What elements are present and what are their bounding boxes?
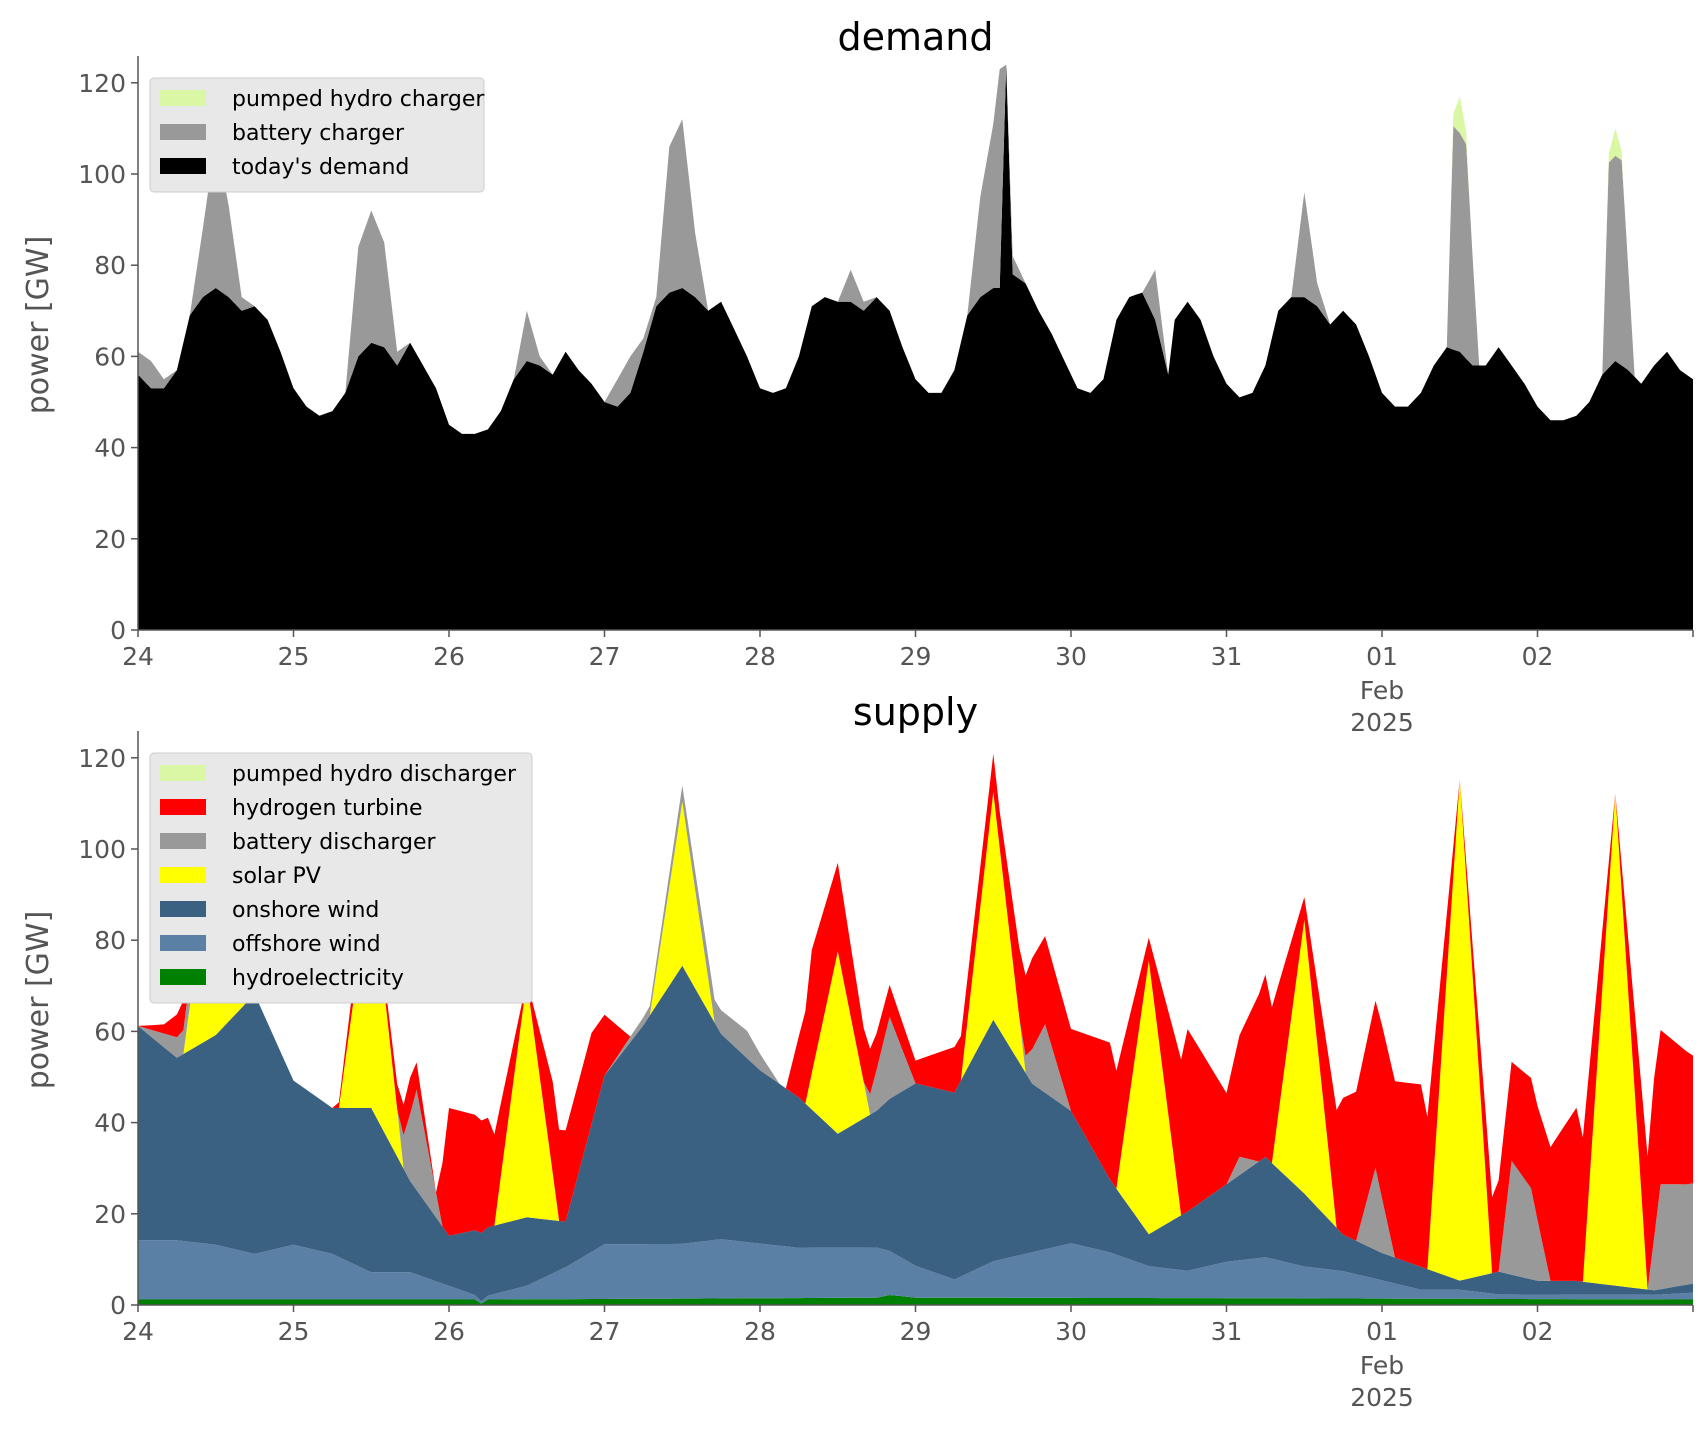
x-tick-label: 31 xyxy=(1211,1317,1243,1346)
x-tick-sublabel: 2025 xyxy=(1350,1383,1414,1412)
legend-label: pumped hydro discharger xyxy=(232,762,517,787)
legend-label: today's demand xyxy=(232,155,409,180)
series-area-offshore-wind xyxy=(138,1239,1693,1304)
y-tick-label: 40 xyxy=(94,1109,126,1138)
y-tick-label: 80 xyxy=(94,926,126,955)
legend-swatch xyxy=(160,90,206,106)
series-area-today-s-demand xyxy=(138,64,1693,631)
legend-swatch xyxy=(160,765,206,781)
legend-label: pumped hydro charger xyxy=(232,87,485,112)
legend-swatch xyxy=(160,799,206,815)
x-tick-label: 31 xyxy=(1211,642,1243,671)
y-tick-label: 120 xyxy=(78,69,126,98)
x-tick-label: 26 xyxy=(433,1317,465,1346)
x-tick-label: 27 xyxy=(589,1317,621,1346)
legend-label: hydroelectricity xyxy=(232,966,404,991)
y-tick-label: 0 xyxy=(110,616,126,645)
x-tick-label: 01 xyxy=(1366,1317,1398,1346)
chart-title: supply xyxy=(853,690,978,734)
legend-label: battery charger xyxy=(232,121,405,146)
legend-label: offshore wind xyxy=(232,932,381,957)
y-tick-label: 80 xyxy=(94,251,126,280)
x-tick-label: 25 xyxy=(278,642,310,671)
y-tick-label: 20 xyxy=(94,525,126,554)
legend-box xyxy=(149,77,485,193)
x-tick-label: 29 xyxy=(900,1317,932,1346)
x-tick-label: 28 xyxy=(744,642,776,671)
series-area-hydroelectricity xyxy=(138,1295,1693,1305)
x-tick-sublabel: 2025 xyxy=(1350,708,1414,737)
x-tick-label: 24 xyxy=(122,642,154,671)
y-axis-label: power [GW] xyxy=(21,911,56,1090)
x-tick-label: 02 xyxy=(1522,642,1554,671)
legend-box xyxy=(149,752,533,1004)
y-tick-label: 40 xyxy=(94,434,126,463)
legend-swatch xyxy=(160,969,206,985)
legend-swatch xyxy=(160,124,206,140)
x-tick-sublabel: Feb xyxy=(1360,676,1404,705)
x-tick-sublabel: Feb xyxy=(1360,1351,1404,1380)
y-tick-label: 100 xyxy=(78,160,126,189)
x-tick-label: 24 xyxy=(122,1317,154,1346)
y-tick-label: 100 xyxy=(78,835,126,864)
chart-title: demand xyxy=(837,15,993,59)
x-tick-label: 02 xyxy=(1522,1317,1554,1346)
legend-label: hydrogen turbine xyxy=(232,796,423,821)
y-axis-label: power [GW] xyxy=(21,236,56,415)
y-tick-label: 120 xyxy=(78,744,126,773)
series-area-onshore-wind xyxy=(138,965,1693,1302)
x-tick-label: 28 xyxy=(744,1317,776,1346)
x-tick-label: 30 xyxy=(1055,1317,1087,1346)
y-tick-label: 60 xyxy=(94,1017,126,1046)
series-area-battery-discharger xyxy=(138,779,1693,1291)
legend-swatch xyxy=(160,158,206,174)
y-tick-label: 20 xyxy=(94,1200,126,1229)
legend-swatch xyxy=(160,935,206,951)
y-tick-label: 0 xyxy=(110,1291,126,1320)
x-tick-label: 25 xyxy=(278,1317,310,1346)
x-tick-label: 30 xyxy=(1055,642,1087,671)
legend-label: battery discharger xyxy=(232,830,437,855)
y-tick-label: 60 xyxy=(94,342,126,371)
series-area-solar-pv xyxy=(138,779,1693,1291)
legend-label: onshore wind xyxy=(232,898,379,923)
x-tick-label: 26 xyxy=(433,642,465,671)
x-tick-label: 29 xyxy=(900,642,932,671)
x-tick-label: 01 xyxy=(1366,642,1398,671)
legend-swatch xyxy=(160,901,206,917)
legend-swatch xyxy=(160,867,206,883)
x-tick-label: 27 xyxy=(589,642,621,671)
series-area-battery-charger xyxy=(138,64,1693,434)
legend-label: solar PV xyxy=(232,864,321,889)
legend-swatch xyxy=(160,833,206,849)
